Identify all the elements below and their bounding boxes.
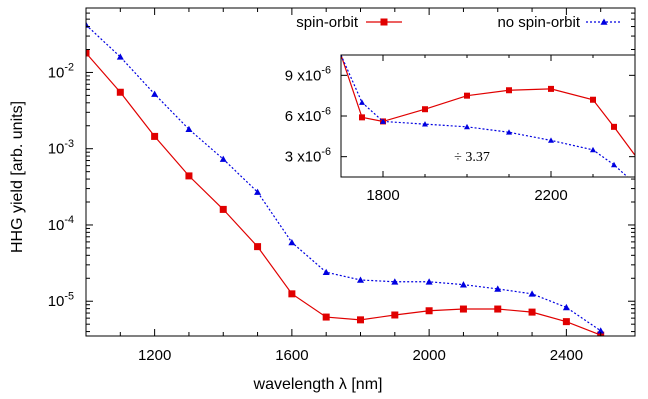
legend: spin-orbit no spin-orbit [296,14,622,31]
inset-y-tick-label-base: 3 x10 [285,149,322,166]
data-point [185,125,193,133]
x-tick-label: 1200 [138,347,171,364]
inset-data-point [464,123,470,130]
inset-data-point [611,161,617,168]
inset-series-spin-orbit [341,55,635,156]
data-point [494,305,502,313]
y-tick-label-base: 10 [48,141,65,158]
legend-label: no spin-orbit [497,14,580,31]
y-tick-label: 10-2 [48,62,74,82]
inset-x-tick-label: 1800 [366,187,399,204]
inset-data-point [590,146,596,153]
data-point [459,305,467,313]
inset-data-point [548,85,554,92]
data-point [391,311,399,319]
inset-series-line [341,55,629,177]
inset-data-point [464,92,470,99]
data-point [357,316,364,324]
data-point [425,278,433,285]
inset-data-point [506,129,512,135]
inset-y-tick-label-base: 6 x10 [285,108,322,125]
data-point [322,313,330,321]
legend-marker [380,18,388,26]
data-point [254,188,262,195]
data-point [116,88,124,96]
data-point [391,278,399,285]
legend-item-spin-orbit: spin-orbit [296,14,402,31]
inset-data-point [380,118,386,124]
inset-data-point [422,106,428,113]
data-point [288,238,296,246]
data-point [562,303,570,311]
x-tick-label: 1600 [275,347,308,364]
data-point [357,276,364,283]
y-tick-label-exp: -2 [64,62,74,74]
data-point [322,268,330,276]
data-point [86,49,90,57]
inset-data-point [422,121,428,127]
series-line [86,24,602,332]
inset-series-line [341,55,635,156]
y-axis-label: HHG yield [arb. units] [9,101,26,253]
inset-y-tick-label-base: 9 x10 [285,67,322,84]
data-point [528,308,536,316]
y-tick-label-base: 10 [48,64,65,81]
x-axis-label: wavelength λ [nm] [253,376,383,393]
y-tick-label-exp: -3 [64,138,74,150]
y-tick-label: 10-3 [48,138,74,158]
inset-data-point [359,114,365,121]
y-tick-label-exp: -4 [64,214,74,226]
data-point [151,90,159,97]
inset-data-point [611,123,617,130]
series-spin-orbit [86,49,605,336]
data-point [459,281,467,288]
inset-y-tick-label: 9 x10-6 [285,65,331,85]
data-point [254,243,262,251]
legend-marker [600,18,608,25]
data-point [597,327,605,334]
data-point [116,53,124,60]
data-point [562,318,570,326]
inset-data-point [548,137,554,143]
y-tick-label-exp: -5 [64,290,74,302]
y-tick-label: 10-5 [48,290,74,310]
data-point [185,172,193,180]
inset-background [341,55,635,177]
data-point [151,132,159,140]
series-no-spin-orbit [86,21,605,334]
data-point [494,285,502,292]
inset-y-tick-label: 3 x10-6 [285,146,331,166]
inset-annotation: ÷ 3.37 [454,150,490,165]
inset-y-tick-label-exp: -6 [321,105,331,117]
inset-data-point [590,96,596,103]
legend-label: spin-orbit [296,14,359,31]
inset-x-tick-label: 2200 [534,187,567,204]
inset-y-tick-label-exp: -6 [321,65,331,77]
data-point [219,155,227,162]
inset-series-no-spin-orbit [341,55,629,177]
x-tick-label: 2000 [412,347,445,364]
series-line [86,52,601,336]
y-tick-label-base: 10 [48,217,65,234]
y-tick-label: 10-4 [48,214,74,234]
inset-data-point [506,87,512,94]
legend-item-no-spin-orbit: no spin-orbit [497,14,622,31]
data-point [219,205,227,213]
inset-y-tick-label-exp: -6 [321,146,331,158]
data-point [288,290,296,298]
data-point [425,307,433,315]
inset-y-tick-label: 6 x10-6 [285,105,331,125]
x-tick-label: 2400 [550,347,583,364]
inset-data-point [359,99,365,105]
y-tick-label-base: 10 [48,293,65,310]
data-point [528,290,536,297]
